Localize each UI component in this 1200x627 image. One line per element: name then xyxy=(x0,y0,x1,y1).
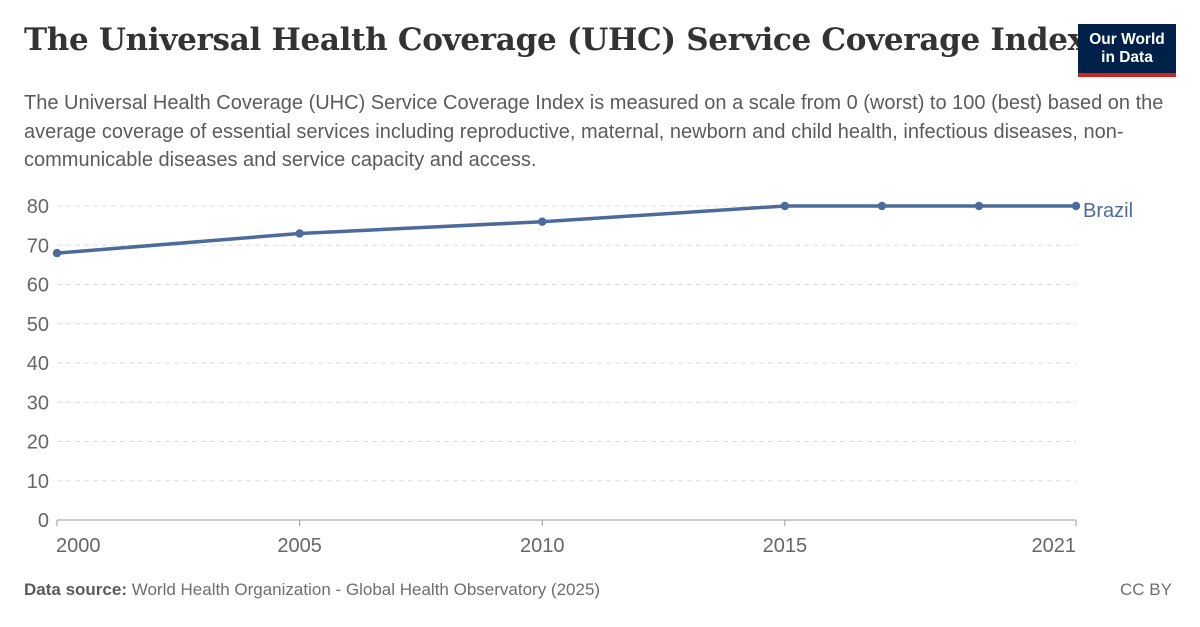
x-tick-label: 2000 xyxy=(56,535,101,557)
logo-line-1: Our World xyxy=(1089,31,1165,48)
data-point xyxy=(877,201,887,211)
data-source-text[interactable]: World Health Organization - Global Healt… xyxy=(131,580,601,599)
x-tick-label: 2010 xyxy=(520,535,565,557)
y-tick-label: 40 xyxy=(27,353,49,375)
series-label: Brazil xyxy=(1083,200,1133,222)
data-point xyxy=(52,248,62,258)
y-tick-label: 0 xyxy=(38,510,49,532)
y-tick-label: 50 xyxy=(27,314,49,336)
data-point xyxy=(780,201,790,211)
y-tick-label: 70 xyxy=(27,235,49,257)
logo-line-2: in Data xyxy=(1101,49,1153,66)
chart-subtitle: The Universal Health Coverage (UHC) Serv… xyxy=(24,92,1164,171)
x-tick-label: 2015 xyxy=(763,535,808,557)
y-tick-label: 20 xyxy=(27,432,49,454)
y-tick-label: 10 xyxy=(27,471,49,493)
y-tick-label: 60 xyxy=(27,275,49,297)
data-point xyxy=(1071,201,1081,211)
y-tick-label: 30 xyxy=(27,392,49,414)
data-source: Data source: World Health Organization -… xyxy=(24,580,600,600)
data-point xyxy=(295,229,304,238)
data-point xyxy=(538,217,547,226)
data-point xyxy=(974,201,984,211)
y-tick-label: 80 xyxy=(27,196,49,218)
data-source-label: Data source: xyxy=(24,580,127,599)
logo-accent-bar xyxy=(1078,73,1176,77)
x-tick-label: 2005 xyxy=(277,535,322,557)
series-line-brazil xyxy=(55,204,1078,255)
chart-title: The Universal Health Coverage (UHC) Serv… xyxy=(24,22,1086,58)
license-link[interactable]: CC BY xyxy=(1120,580,1172,599)
x-tick-label: 2021 xyxy=(1032,535,1077,557)
owid-logo[interactable]: Our World in Data xyxy=(1078,24,1176,77)
